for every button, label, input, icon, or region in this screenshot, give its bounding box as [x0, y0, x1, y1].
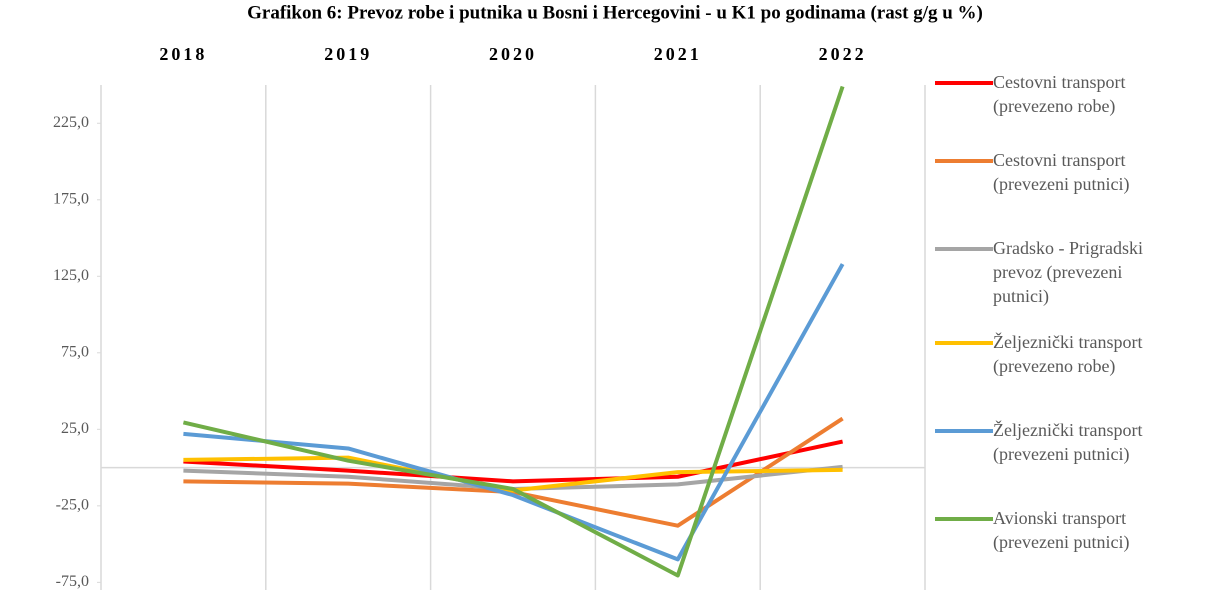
- x-tick-label: 2018: [159, 44, 207, 64]
- legend-swatch: [935, 159, 993, 163]
- legend-item: Željeznički transport (prevezeno robe): [935, 330, 1178, 378]
- legend-label: Cestovni transport (prevezeni putnici): [993, 150, 1130, 194]
- legend-swatch: [935, 81, 993, 85]
- legend-item: Gradsko - Prigradski prevoz (prevezeni p…: [935, 236, 1178, 308]
- x-tick-label: 2020: [489, 44, 537, 64]
- y-tick-label: 175,0: [53, 190, 89, 207]
- legend-label: Željeznički transport (prevezeni putnici…: [993, 420, 1143, 464]
- x-tick-label: 2022: [819, 44, 867, 64]
- y-tick-label: 25,0: [61, 420, 89, 437]
- legend-swatch: [935, 247, 993, 251]
- legend-item: Cestovni transport (prevezeni putnici): [935, 148, 1178, 196]
- legend-swatch: [935, 429, 993, 433]
- legend-item: Avionski transport (prevezeni putnici): [935, 506, 1178, 554]
- series-line: [183, 263, 845, 562]
- legend-label: Cestovni transport (prevezeno robe): [993, 72, 1126, 116]
- legend-label: Gradsko - Prigradski prevoz (prevezeni p…: [993, 238, 1143, 306]
- series-line: [182, 85, 845, 578]
- chart-title: Grafikon 6: Prevoz robe i putnika u Bosn…: [247, 2, 983, 23]
- y-tick-label: -25,0: [56, 497, 89, 514]
- legend-label: Avionski transport (prevezeni putnici): [993, 508, 1130, 552]
- y-tick-label: 75,0: [61, 343, 89, 360]
- legend-swatch: [935, 517, 993, 521]
- legend-label: Željeznički transport (prevezeno robe): [993, 332, 1143, 376]
- x-tick-label: 2021: [654, 44, 702, 64]
- x-tick-label: 2019: [324, 44, 372, 64]
- y-tick-label: 125,0: [53, 267, 89, 284]
- legend-item: Željeznički transport (prevezeni putnici…: [935, 418, 1178, 466]
- y-tick-label: -75,0: [56, 573, 89, 590]
- y-tick-label: 225,0: [53, 114, 89, 131]
- legend-item: Cestovni transport (prevezeno robe): [935, 70, 1178, 118]
- legend-swatch: [935, 341, 993, 345]
